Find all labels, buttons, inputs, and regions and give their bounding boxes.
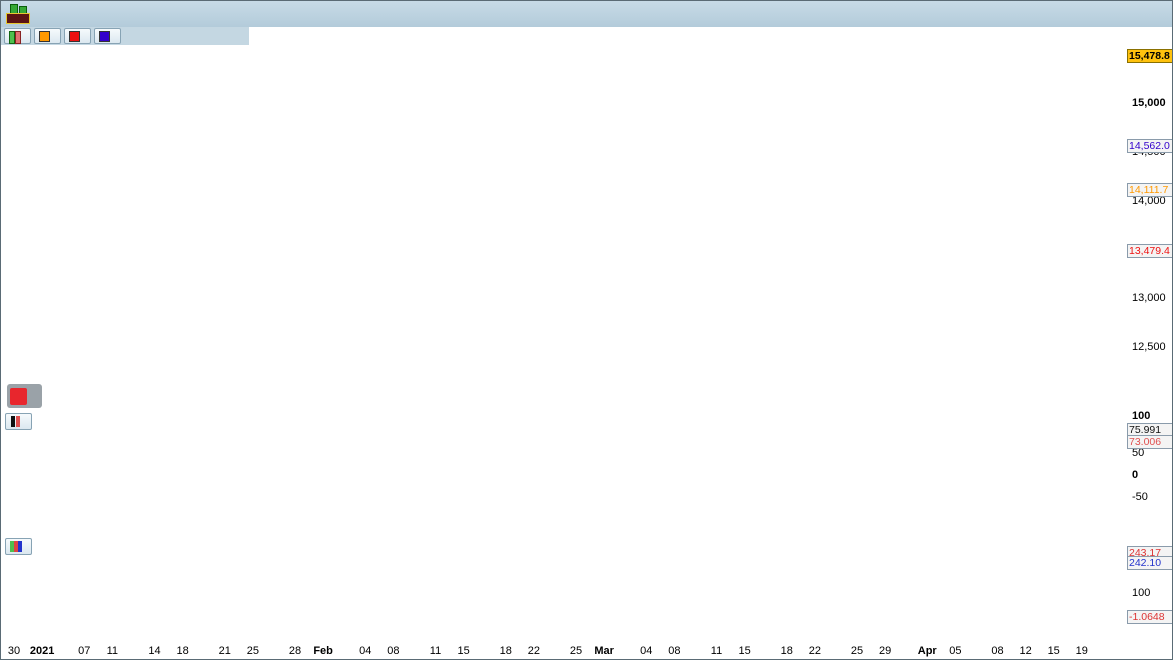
legend-chip-sma100[interactable] (34, 28, 61, 44)
macd-indicator-chip[interactable] (5, 538, 32, 555)
candles-icon (9, 30, 21, 44)
legend-chip-price[interactable] (4, 28, 31, 44)
legend-chip-sma50[interactable] (94, 28, 121, 44)
demo-account-icon (6, 4, 30, 24)
sma50-color-icon (99, 30, 110, 42)
legend-toolbar (1, 27, 1172, 45)
smi-icon (10, 416, 21, 427)
header-bar (1, 1, 1172, 28)
sma200-color-icon (69, 30, 80, 42)
ig-logo (10, 387, 27, 405)
sma100-color-icon (39, 30, 50, 42)
prorealtime-watermark (7, 384, 42, 408)
legend-chip-sma200[interactable] (64, 28, 91, 44)
smi-indicator-chip[interactable] (5, 413, 32, 430)
macd-icon (10, 541, 22, 552)
